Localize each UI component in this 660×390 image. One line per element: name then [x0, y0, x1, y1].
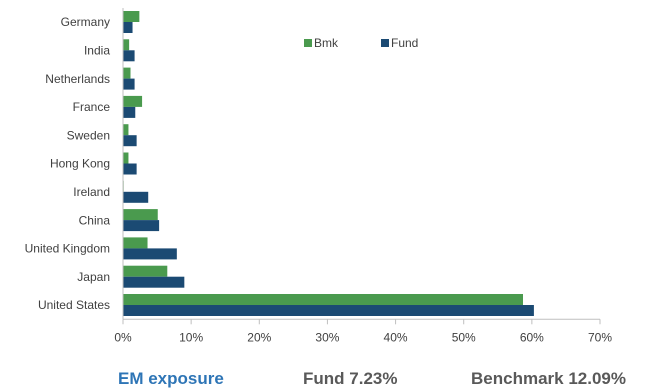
bar-chart: 0% 10% 20% 30% 40% 50% 60% 70% Germany India Neth… [25, 8, 612, 344]
legend-swatch-fund [381, 39, 389, 47]
x-tick-label-10: 10% [179, 330, 203, 344]
bar-fund-netherlands [123, 78, 135, 90]
x-tick-label-30: 30% [315, 330, 339, 344]
em-exposure-label: EM exposure [118, 369, 224, 388]
bar-fund-france [123, 106, 136, 118]
y-label-ireland: Ireland [73, 185, 110, 199]
y-label-united-states: United States [38, 298, 110, 312]
x-tick-label-60: 60% [520, 330, 544, 344]
fund-em-exposure: Fund 7.23% [303, 369, 398, 388]
bar-bmk-france [123, 95, 143, 107]
bar-bmk-united-kingdom [123, 237, 148, 249]
bar-fund-united-states [123, 305, 534, 316]
legend-label-fund: Fund [391, 36, 418, 50]
legend-label-bmk: Bmk [314, 36, 339, 50]
x-tick-label-0: 0% [114, 330, 132, 344]
bar-bmk-china [123, 209, 158, 221]
bar-fund-japan [123, 276, 185, 288]
bar-bmk-hong-kong [123, 152, 129, 164]
x-axis-ticks: 0% 10% 20% 30% 40% 50% 60% 70% [114, 319, 612, 344]
legend-swatch-bmk [304, 39, 312, 47]
bar-fund-hong-kong [123, 163, 137, 175]
bar-bmk-japan [123, 265, 168, 277]
em-exposure-footer: EM exposure Fund 7.23% Benchmark 12.09% [0, 368, 660, 390]
bar-bmk-united-states [123, 294, 523, 305]
bar-fund-united-kingdom [123, 248, 177, 260]
x-tick-label-20: 20% [247, 330, 271, 344]
bar-bmk-germany [123, 11, 140, 22]
y-label-france: France [73, 100, 111, 114]
y-label-sweden: Sweden [67, 128, 110, 142]
bar-bmk-india [123, 39, 130, 51]
x-tick-label-40: 40% [384, 330, 408, 344]
bar-fund-germany [123, 22, 133, 33]
y-label-united-kingdom: United Kingdom [25, 242, 110, 256]
bars-group [123, 11, 534, 316]
y-label-china: China [79, 213, 111, 227]
x-tick-label-50: 50% [452, 330, 476, 344]
y-label-netherlands: Netherlands [45, 72, 110, 86]
y-label-india: India [84, 43, 110, 57]
bar-fund-ireland [123, 191, 149, 203]
bar-fund-sweden [123, 135, 137, 147]
bar-bmk-netherlands [123, 67, 131, 79]
benchmark-em-exposure: Benchmark 12.09% [471, 369, 626, 388]
bar-fund-china [123, 220, 160, 232]
y-axis-labels: Germany India Netherlands France Sweden Hong … [25, 15, 111, 312]
y-label-hong-kong: Hong Kong [50, 157, 110, 171]
bar-bmk-sweden [123, 124, 129, 136]
legend: Bmk Fund [304, 36, 418, 50]
bar-fund-india [123, 50, 135, 62]
y-label-germany: Germany [61, 15, 110, 29]
y-label-japan: Japan [77, 270, 110, 284]
x-tick-label-70: 70% [588, 330, 612, 344]
